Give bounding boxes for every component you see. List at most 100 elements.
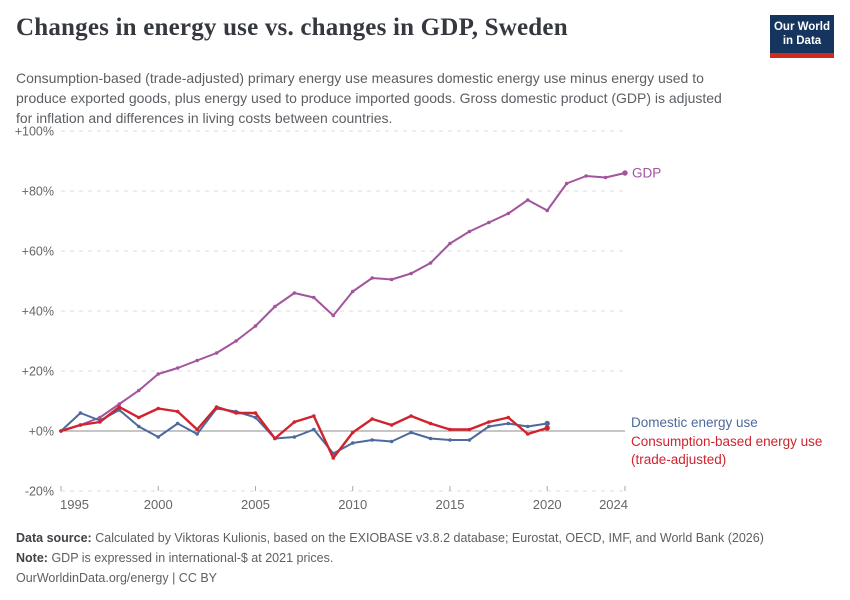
data-point: [195, 432, 199, 436]
data-point: [389, 423, 394, 427]
data-point: [603, 175, 608, 180]
data-point: [467, 229, 472, 234]
data-point: [467, 438, 472, 442]
data-point: [98, 415, 102, 420]
data-point: [273, 436, 277, 441]
data-point: [195, 358, 199, 363]
data-point: [78, 411, 83, 415]
data-point: [370, 276, 374, 280]
data-point: [428, 436, 433, 441]
data-point: [487, 420, 491, 424]
y-tick-label: -20%: [25, 485, 54, 499]
data-point: [273, 304, 277, 309]
footer-link[interactable]: OurWorldinData.org/energy | CC BY: [16, 571, 218, 585]
data-source-label: Data source:: [16, 531, 92, 545]
data-point: [234, 411, 238, 415]
y-tick-label: +60%: [22, 245, 54, 259]
note-text: GDP is expressed in international-$ at 2…: [51, 551, 334, 565]
data-point: [350, 289, 355, 294]
data-point: [428, 421, 433, 426]
y-tick-label: +40%: [22, 305, 54, 319]
data-point: [253, 411, 258, 415]
page-title: Changes in energy use vs. changes in GDP…: [16, 14, 568, 41]
data-point: [292, 435, 297, 439]
data-point: [117, 405, 122, 409]
data-point: [544, 425, 550, 431]
data-point: [136, 388, 141, 393]
series-label: Domestic energy use: [631, 415, 758, 430]
data-point: [156, 435, 161, 439]
x-tick-label: 2024: [599, 497, 628, 512]
data-point: [467, 427, 472, 432]
data-point: [506, 421, 511, 426]
series-line: [59, 405, 549, 460]
data-point: [448, 438, 452, 442]
data-point: [506, 415, 511, 420]
note-label: Note:: [16, 551, 48, 565]
data-point: [428, 261, 433, 265]
logo-line-2: in Data: [782, 35, 822, 48]
data-point: [389, 277, 394, 282]
data-point: [156, 372, 161, 376]
line-chart-canvas: -20% +0% +20% +40% +60% +80% +100% 1995 2000 2005…: [15, 125, 823, 513]
owid-logo: Our World in Data: [770, 15, 834, 58]
data-point: [175, 366, 180, 370]
data-point: [253, 415, 258, 420]
data-point: [544, 420, 550, 427]
chart-header: Changes in energy use vs. changes in GDP…: [0, 0, 850, 128]
data-point: [312, 295, 316, 300]
y-tick-label: +100%: [15, 125, 54, 139]
data-point: [98, 420, 102, 424]
series-line: [60, 172, 626, 432]
series-label: GDP: [632, 166, 661, 181]
x-tick-label: 1995: [60, 497, 89, 512]
y-tick-label: +0%: [29, 425, 54, 439]
data-point: [292, 420, 297, 424]
data-point: [234, 339, 238, 343]
data-point: [312, 414, 316, 418]
chart-area: -20% +0% +20% +40% +60% +80% +100% 1995 2000 2005…: [0, 112, 850, 524]
x-tick-label: 2000: [144, 497, 173, 512]
data-source-line: Data source: Calculated by Viktoras Kuli…: [16, 528, 764, 548]
data-point: [487, 424, 491, 429]
data-point: [59, 429, 63, 433]
series-line: [60, 407, 549, 455]
data-point: [214, 351, 219, 355]
data-point: [506, 211, 511, 216]
data-point: [253, 324, 258, 328]
data-point: [175, 421, 180, 426]
data-point: [312, 427, 316, 432]
data-point: [156, 406, 161, 411]
data-point: [545, 208, 550, 213]
data-point: [117, 402, 122, 406]
note-line: Note: GDP is expressed in international-…: [16, 548, 764, 568]
data-point: [350, 441, 355, 445]
x-tick-label: 2010: [338, 497, 367, 512]
chart-footer: Data source: Calculated by Viktoras Kuli…: [16, 528, 764, 588]
data-point: [136, 424, 141, 429]
data-point: [389, 439, 394, 444]
data-point: [175, 409, 180, 414]
data-point: [370, 438, 374, 442]
series-label: (trade-adjusted): [631, 452, 726, 467]
data-point: [487, 220, 491, 225]
data-point: [409, 414, 413, 418]
data-point: [564, 181, 569, 186]
logo-line-1: Our World: [773, 21, 830, 33]
data-point: [448, 427, 452, 432]
data-point: [448, 241, 452, 246]
y-tick-label: +20%: [22, 365, 54, 379]
data-point: [622, 170, 628, 176]
chart-subtitle: Consumption-based (trade-adjusted) prima…: [16, 69, 722, 126]
data-point: [195, 427, 199, 432]
y-tick-label: +80%: [22, 185, 54, 199]
data-point: [409, 430, 413, 435]
x-tick-label: 2005: [241, 497, 270, 512]
data-point: [331, 456, 336, 460]
data-point: [584, 174, 588, 178]
data-point: [525, 198, 530, 202]
data-point: [409, 271, 413, 276]
data-point: [136, 415, 141, 420]
x-tick-label: 2020: [533, 497, 562, 512]
